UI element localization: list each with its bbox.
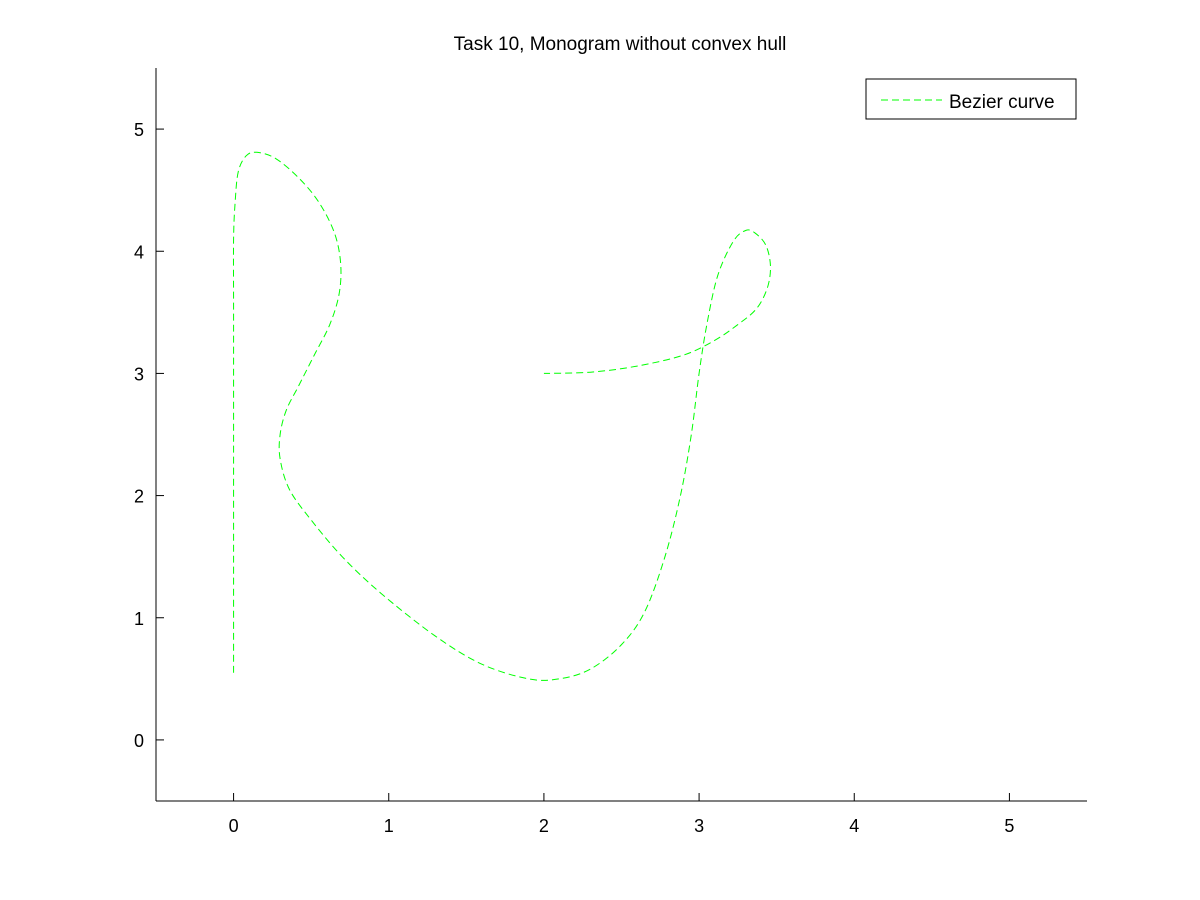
- y-tick-label: 3: [134, 364, 144, 384]
- y-tick-label: 2: [134, 487, 144, 507]
- x-tick-label: 4: [849, 816, 859, 836]
- y-tick-label: 1: [134, 609, 144, 629]
- x-tick-label: 5: [1004, 816, 1014, 836]
- legend-box: [865, 78, 1077, 120]
- y-tick-label: 0: [134, 731, 144, 751]
- axis-ticks: 0 1 2 3 4 5 0 1 2 3 4 5: [134, 120, 1014, 836]
- series-line-bezier-curve: [232, 151, 771, 681]
- x-tick-label: 0: [229, 816, 239, 836]
- y-tick-label: 4: [134, 242, 144, 262]
- x-tick-label: 1: [384, 816, 394, 836]
- series-lines: [232, 151, 771, 681]
- legend: Bezier curve: [865, 78, 1077, 120]
- y-tick-label: 5: [134, 120, 144, 140]
- chart-title: Task 10, Monogram without convex hull: [454, 34, 787, 55]
- x-tick-label: 2: [539, 816, 549, 836]
- x-tick-label: 3: [694, 816, 704, 836]
- legend-label-bezier-curve: Bezier curve: [949, 92, 1055, 113]
